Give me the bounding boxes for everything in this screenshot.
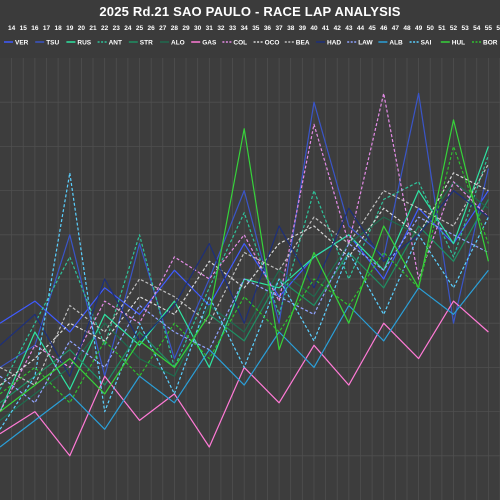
legend-label-str: STR	[140, 39, 153, 46]
lap-tick-label: 17	[43, 25, 51, 32]
legend-label-alo: ALO	[171, 39, 185, 46]
lap-tick-label: 32	[217, 25, 225, 32]
legend-label-alb: ALB	[389, 39, 403, 46]
lap-tick-label: 29	[182, 25, 190, 32]
lap-tick-label: 43	[345, 25, 353, 32]
legend-label-oco: OCO	[265, 39, 280, 46]
lap-tick-label: 28	[171, 25, 179, 32]
series-line-bor	[0, 145, 489, 404]
lap-tick-label: 42	[334, 25, 342, 32]
lap-tick-label: 52	[450, 25, 458, 32]
lap-tick-label: 37	[275, 25, 283, 32]
lap-tick-label: 49	[415, 25, 423, 32]
lap-tick-label: 24	[124, 25, 132, 32]
lap-tick-label: 25	[136, 25, 144, 32]
legend-label-ver: VER	[15, 39, 29, 46]
lap-tick-label: 36	[264, 25, 272, 32]
lap-tick-label: 40	[310, 25, 318, 32]
lap-tick-label: 41	[322, 25, 330, 32]
legend-label-gas: GAS	[202, 39, 217, 46]
series-line-had	[0, 190, 489, 377]
lap-tick-label: 18	[55, 25, 63, 32]
lap-tick-label: 45	[368, 25, 376, 32]
lap-tick-label: 38	[287, 25, 295, 32]
lap-tick-label: 48	[403, 25, 411, 32]
legend-label-bor: BOR	[483, 39, 498, 46]
series-line-ant	[0, 155, 489, 390]
chart-title: 2025 Rd.21 SAO PAULO - RACE LAP ANALYSIS	[99, 4, 401, 19]
lap-tick-label: 56	[496, 25, 500, 32]
lap-tick-label: 27	[159, 25, 167, 32]
lap-tick-label: 15	[20, 25, 28, 32]
series-line-bea	[0, 163, 489, 386]
lap-tick-label: 14	[8, 25, 16, 32]
series-line-str	[0, 199, 489, 404]
lap-tick-label: 47	[392, 25, 400, 32]
lap-tick-label: 50	[427, 25, 435, 32]
lap-tick-label: 53	[461, 25, 469, 32]
legend-label-law: LAW	[358, 39, 373, 46]
lap-tick-label: 34	[241, 25, 249, 32]
lap-tick-label: 39	[299, 25, 307, 32]
legend-label-had: HAD	[327, 39, 341, 46]
lap-tick-label: 55	[485, 25, 493, 32]
series-line-ver	[0, 190, 489, 333]
lap-tick-label: 31	[206, 25, 214, 32]
legend-label-ant: ANT	[109, 39, 122, 46]
lap-tick-label: 20	[78, 25, 86, 32]
lap-tick-label: 54	[473, 25, 481, 32]
lap-tick-label: 35	[252, 25, 260, 32]
legend-label-sai: SAI	[421, 39, 432, 46]
lap-tick-label: 26	[148, 25, 156, 32]
legend-label-tsu: TSU	[46, 39, 59, 46]
series-line-law	[0, 216, 489, 404]
lap-tick-label: 44	[357, 25, 365, 32]
lap-tick-label: 19	[66, 25, 74, 32]
legend-label-hul: HUL	[452, 39, 465, 46]
lap-tick-label: 51	[438, 25, 446, 32]
series-line-hul	[0, 119, 489, 413]
lap-tick-label: 16	[31, 25, 39, 32]
lap-tick-label: 33	[229, 25, 237, 32]
lap-tick-label: 21	[89, 25, 97, 32]
series-line-tsu	[0, 92, 489, 377]
lap-tick-label: 22	[101, 25, 109, 32]
series-line-sai	[0, 172, 489, 430]
legend-label-col: COL	[233, 39, 247, 46]
legend-label-rus: RUS	[77, 39, 91, 46]
series-line-oco	[0, 172, 489, 386]
lap-tick-label: 46	[380, 25, 388, 32]
legend-label-bea: BEA	[296, 39, 310, 46]
series-line-alo	[0, 181, 489, 421]
lap-tick-label: 30	[194, 25, 202, 32]
series-line-alb	[0, 269, 489, 448]
lap-tick-label: 23	[113, 25, 121, 32]
